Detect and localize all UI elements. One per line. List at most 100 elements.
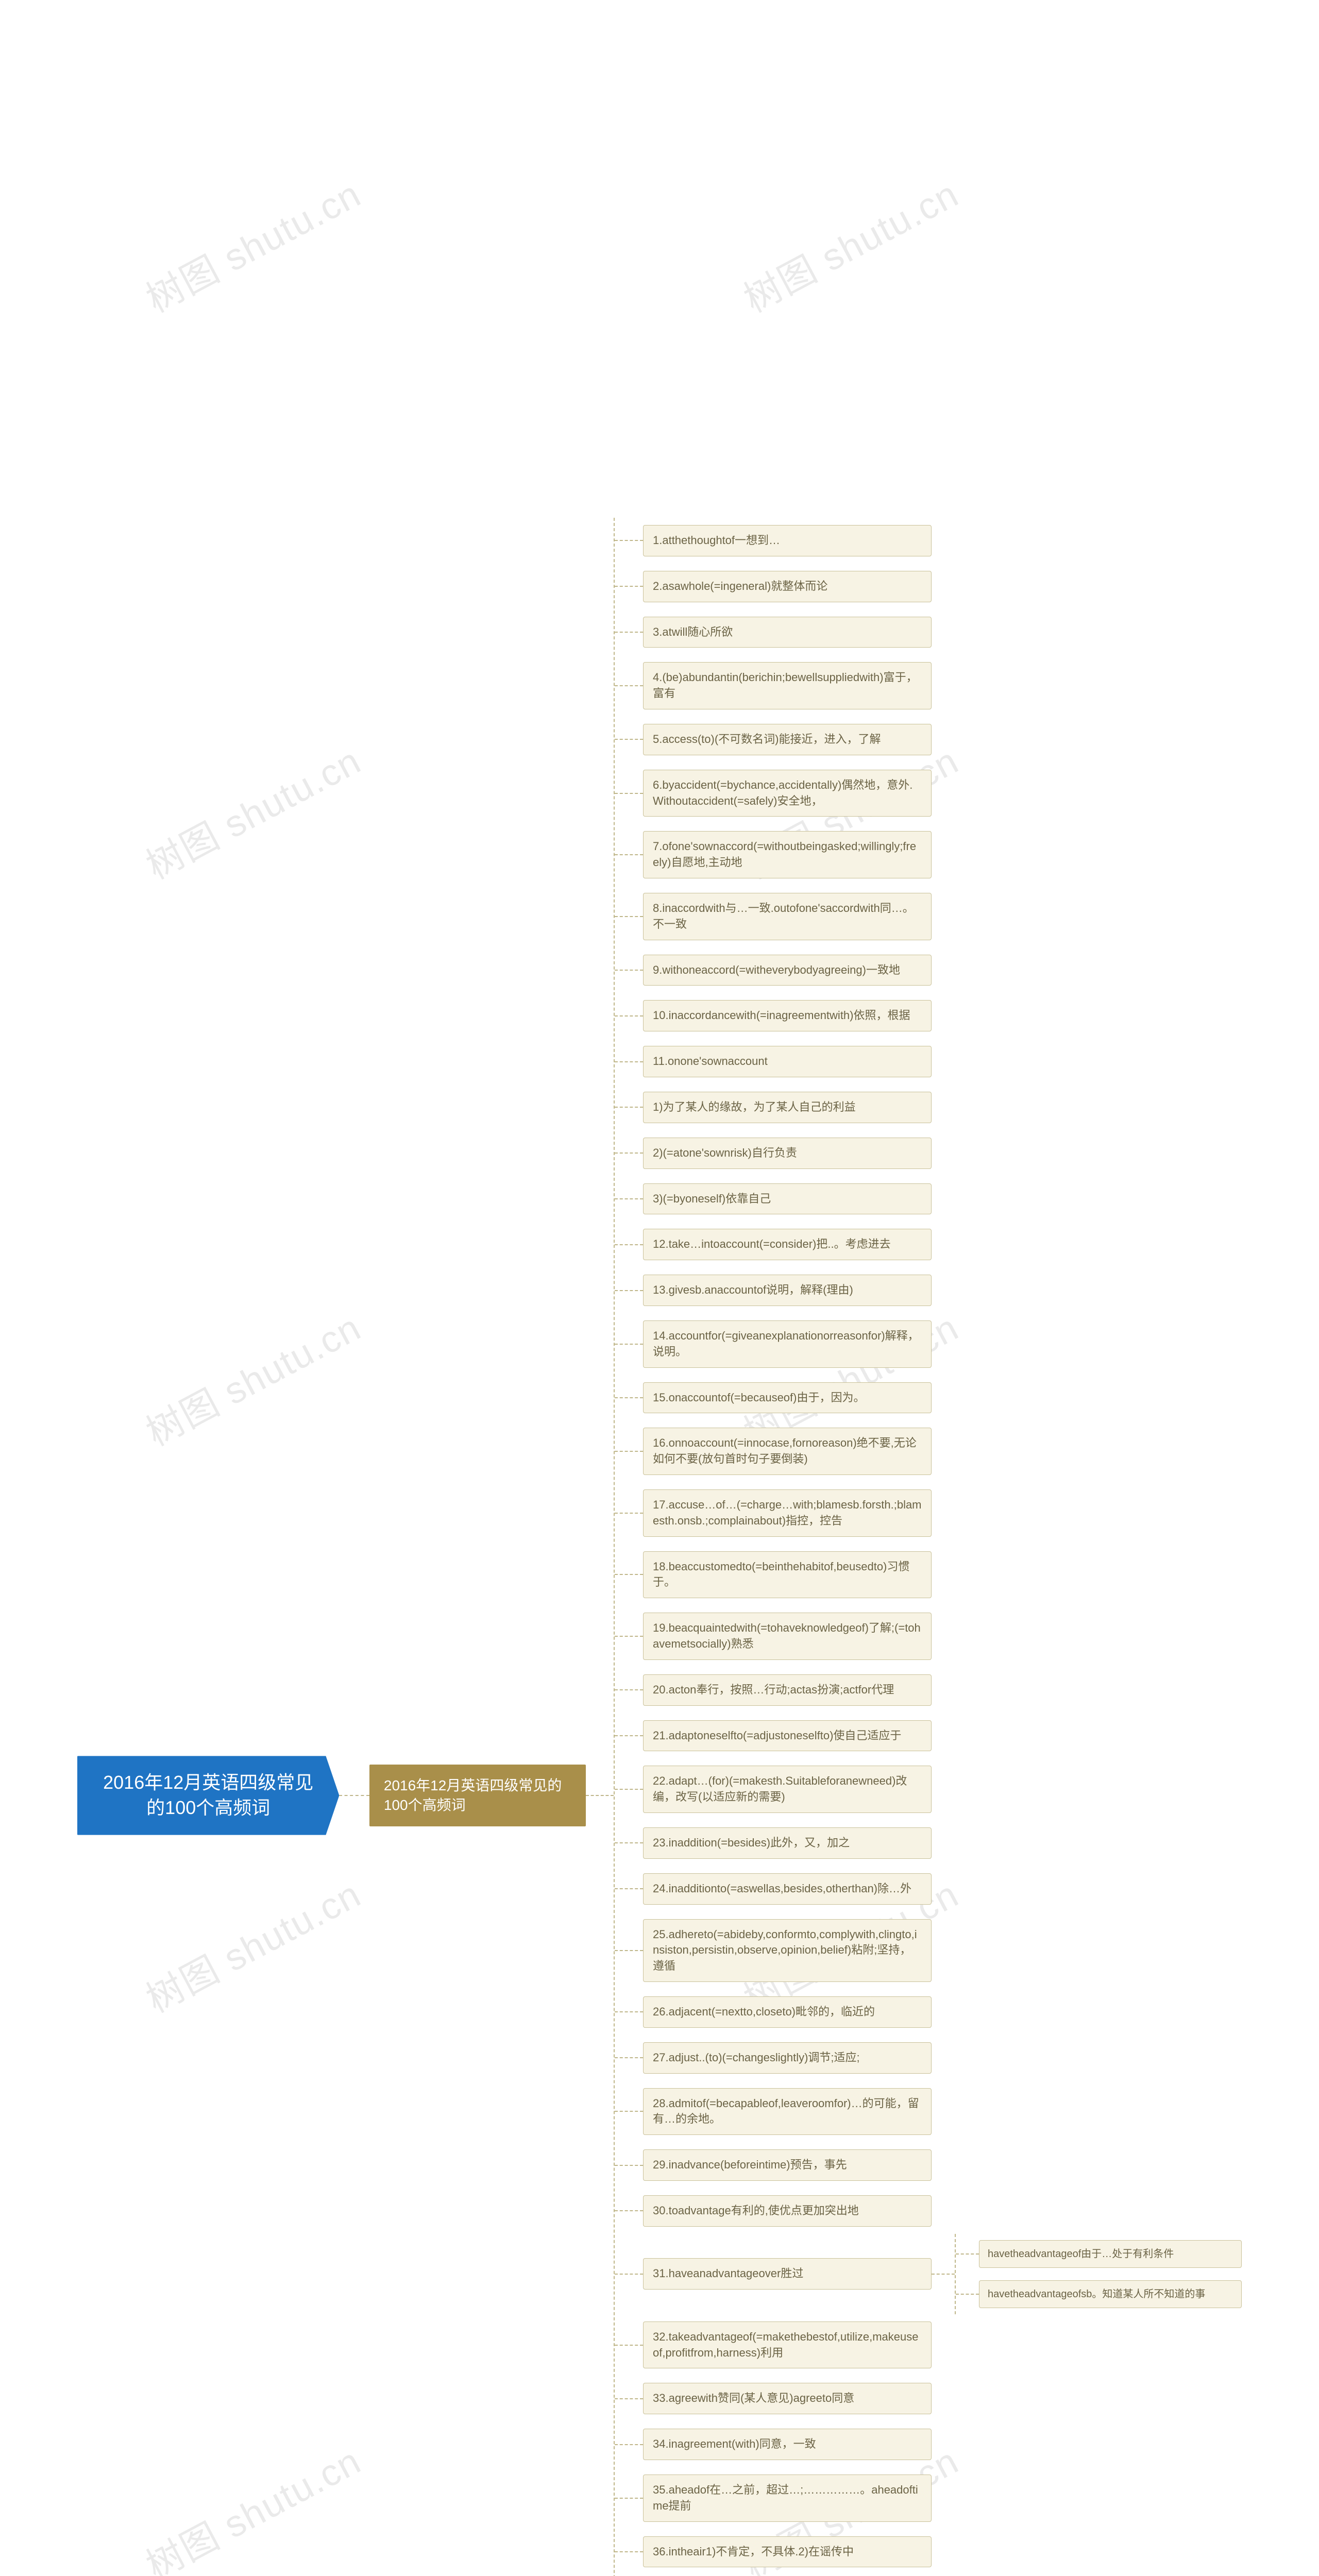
connector-trunk-leaf bbox=[615, 586, 643, 587]
leaf-column: 1.atthethoughtof一想到… 2.asawhole(=ingenera… bbox=[615, 518, 1242, 2576]
leaf-row: 2.asawhole(=ingeneral)就整体而论 bbox=[615, 564, 1242, 609]
leaf-node: 25.adhereto(=abideby,conformto,complywit… bbox=[643, 1919, 932, 1982]
leaf-row: 16.onnoaccount(=innocase,fornoreason)绝不要… bbox=[615, 1420, 1242, 1482]
connector-trunk-leaf bbox=[615, 739, 643, 740]
leaf-row: 20.acton奉行，按照…行动;actas扮演;actfor代理 bbox=[615, 1667, 1242, 1713]
leaf-row: 35.aheadof在…之前，超过…;……………。aheadoftime提前 bbox=[615, 2467, 1242, 2529]
connector-trunk-leaf bbox=[615, 1888, 643, 1889]
sub-label: 2016年12月英语四级常见的100个高频词 bbox=[384, 1777, 562, 1813]
leaf-node: 3.atwill随心所欲 bbox=[643, 617, 932, 648]
leaf-node: 35.aheadof在…之前，超过…;……………。aheadoftime提前 bbox=[643, 2475, 932, 2522]
tail-row: havetheadvantageof由于…处于有利条件 bbox=[956, 2234, 1242, 2274]
connector-trunk-leaf bbox=[615, 1290, 643, 1291]
leaf-node: 34.inagreement(with)同意，一致 bbox=[643, 2429, 932, 2460]
connector-trunk-leaf bbox=[615, 2274, 643, 2275]
leaf-node: 14.accountfor(=giveanexplanationorreason… bbox=[643, 1320, 932, 1368]
leaf-node: 10.inaccordancewith(=inagreementwith)依照，… bbox=[643, 1000, 932, 1031]
leaf-row: 7.ofone'sownaccord(=withoutbeingasked;wi… bbox=[615, 824, 1242, 886]
leaf-node: 18.beaccustomedto(=beinthehabitof,beused… bbox=[643, 1551, 932, 1599]
leaf-row: 11.onone'sownaccount bbox=[615, 1039, 1242, 1084]
leaf-node: 1.atthethoughtof一想到… bbox=[643, 525, 932, 556]
connector-trunk-leaf bbox=[615, 2444, 643, 2445]
leaf-row: 22.adapt…(for)(=makesth.Suitableforanewn… bbox=[615, 1758, 1242, 1820]
page-canvas: 树图 shutu.cn树图 shutu.cn树图 shutu.cn树图 shut… bbox=[0, 0, 1319, 2576]
leaf-row: 31.haveanadvantageover胜过 havetheadvantage… bbox=[615, 2234, 1242, 2314]
leaf-node: 31.haveanadvantageover胜过 bbox=[643, 2258, 932, 2290]
leaf-row: 33.agreewith赞同(某人意见)agreeto同意 bbox=[615, 2376, 1242, 2421]
connector-trunk-leaf bbox=[615, 540, 643, 541]
connector-trunk-leaf bbox=[615, 1344, 643, 1345]
connector-trunk-leaf bbox=[615, 2057, 643, 2058]
connector-trunk-leaf bbox=[615, 1735, 643, 1736]
connector-trunk-leaf bbox=[615, 1789, 643, 1790]
mindmap-diagram: 2016年12月英语四级常见的100个高频词 2016年12月英语四级常见的10… bbox=[77, 31, 1242, 2576]
connector-trunk-leaf bbox=[615, 1397, 643, 1398]
connector-trunk-leaf bbox=[615, 1198, 643, 1199]
leaf-node: 23.inaddition(=besides)此外，又，加之 bbox=[643, 1827, 932, 1859]
leaf-row: 1)为了某人的缘故，为了某人自己的利益 bbox=[615, 1084, 1242, 1130]
connector-trunk-leaf bbox=[615, 2551, 643, 2552]
leaf-node: 2)(=atone'sownrisk)自行负责 bbox=[643, 1138, 932, 1169]
connector-leaf-tailtrunk bbox=[932, 2274, 955, 2275]
leaf-node: 3)(=byoneself)依靠自己 bbox=[643, 1183, 932, 1215]
leaf-row: 17.accuse…of…(=charge…with;blamesb.forst… bbox=[615, 1482, 1242, 1544]
leaf-row: 12.take…intoaccount(=consider)把..。考虑进去 bbox=[615, 1222, 1242, 1267]
connector-trunk-leaf bbox=[615, 685, 643, 686]
leaf-node: 12.take…intoaccount(=consider)把..。考虑进去 bbox=[643, 1229, 932, 1260]
leaf-node: 11.onone'sownaccount bbox=[643, 1046, 932, 1077]
connector-trunk-leaf bbox=[615, 1451, 643, 1452]
leaf-row: 30.toadvantage有利的,使优点更加突出地 bbox=[615, 2188, 1242, 2234]
leaf-node: 32.takeadvantageof(=makethebestof,utiliz… bbox=[643, 2321, 932, 2369]
leaf-row: 2)(=atone'sownrisk)自行负责 bbox=[615, 1130, 1242, 1176]
leaf-row: 3.atwill随心所欲 bbox=[615, 609, 1242, 655]
sub-node: 2016年12月英语四级常见的100个高频词 bbox=[369, 1765, 586, 1826]
leaf-row: 5.access(to)(不可数名词)能接近，进入，了解 bbox=[615, 717, 1242, 762]
leaf-node: 7.ofone'sownaccord(=withoutbeingasked;wi… bbox=[643, 831, 932, 878]
connector-trunk-leaf bbox=[615, 1015, 643, 1016]
leaf-row: 15.onaccountof(=becauseof)由于，因为。 bbox=[615, 1375, 1242, 1421]
connector-trunk-leaf bbox=[615, 1107, 643, 1108]
leaf-row: 1.atthethoughtof一想到… bbox=[615, 518, 1242, 564]
leaf-row: 23.inaddition(=besides)此外，又，加之 bbox=[615, 1820, 1242, 1866]
connector-trunk-leaf bbox=[615, 1574, 643, 1575]
leaf-row: 27.adjust..(to)(=changeslightly)调节;适应; bbox=[615, 2035, 1242, 2081]
leaf-node: 26.adjacent(=nextto,closeto)毗邻的，临近的 bbox=[643, 1996, 932, 2028]
connector-trunk-leaf bbox=[615, 970, 643, 971]
leaf-row: 34.inagreement(with)同意，一致 bbox=[615, 2421, 1242, 2467]
leaf-row: 24.inadditionto(=aswellas,besides,othert… bbox=[615, 1866, 1242, 1912]
leaf-node: 9.withoneaccord(=witheverybodyagreeing)一… bbox=[643, 955, 932, 986]
connector-trunk-leaf bbox=[615, 1244, 643, 1245]
connector-tailtrunk-tail bbox=[956, 2294, 979, 2295]
leaf-node: 8.inaccordwith与…一致.outofone'saccordwith同… bbox=[643, 893, 932, 940]
leaf-node: 16.onnoaccount(=innocase,fornoreason)绝不要… bbox=[643, 1428, 932, 1475]
leaf-row: 3)(=byoneself)依靠自己 bbox=[615, 1176, 1242, 1222]
leaf-row: 13.givesb.anaccountof说明，解释(理由) bbox=[615, 1267, 1242, 1313]
leaf-node: 21.adaptoneselfto(=adjustoneselfto)使自己适应… bbox=[643, 1720, 932, 1752]
leaf-row: 25.adhereto(=abideby,conformto,complywit… bbox=[615, 1912, 1242, 1989]
leaf-row: 21.adaptoneselfto(=adjustoneselfto)使自己适应… bbox=[615, 1713, 1242, 1759]
connector-trunk-leaf bbox=[615, 2498, 643, 2499]
connector-root-sub bbox=[339, 1795, 369, 1796]
leaf-node: 6.byaccident(=bychance,accidentally)偶然地，… bbox=[643, 770, 932, 817]
leaf-node: 17.accuse…of…(=charge…with;blamesb.forst… bbox=[643, 1489, 932, 1537]
leaf-row: 6.byaccident(=bychance,accidentally)偶然地，… bbox=[615, 762, 1242, 824]
leaf-node: 22.adapt…(for)(=makesth.Suitableforanewn… bbox=[643, 1766, 932, 1813]
leaf-node: 13.givesb.anaccountof说明，解释(理由) bbox=[643, 1275, 932, 1306]
leaf-row: 28.admitof(=becapableof,leaveroomfor)…的可… bbox=[615, 2081, 1242, 2143]
leaf-node: 24.inadditionto(=aswellas,besides,othert… bbox=[643, 1873, 932, 1905]
root-node: 2016年12月英语四级常见的100个高频词 bbox=[77, 1756, 339, 1835]
connector-trunk-leaf bbox=[615, 1689, 643, 1690]
connector-trunk-leaf bbox=[615, 2210, 643, 2211]
leaf-row: 19.beacquaintedwith(=tohaveknowledgeof)了… bbox=[615, 1605, 1242, 1667]
leaf-row: 18.beaccustomedto(=beinthehabitof,beused… bbox=[615, 1544, 1242, 1606]
leaf-node: 30.toadvantage有利的,使优点更加突出地 bbox=[643, 2195, 932, 2227]
connector-trunk-leaf bbox=[615, 916, 643, 917]
connector-trunk-leaf bbox=[615, 1513, 643, 1514]
connector-trunk-leaf bbox=[615, 854, 643, 855]
connector-sub-trunk bbox=[586, 1795, 614, 1796]
leaf-node: 15.onaccountof(=becauseof)由于，因为。 bbox=[643, 1382, 932, 1414]
leaf-node: 28.admitof(=becapableof,leaveroomfor)…的可… bbox=[643, 2088, 932, 2136]
tail-node: havetheadvantageof由于…处于有利条件 bbox=[979, 2240, 1242, 2268]
leaf-row: 10.inaccordancewith(=inagreementwith)依照，… bbox=[615, 993, 1242, 1039]
leaf-node: 19.beacquaintedwith(=tohaveknowledgeof)了… bbox=[643, 1613, 932, 1660]
